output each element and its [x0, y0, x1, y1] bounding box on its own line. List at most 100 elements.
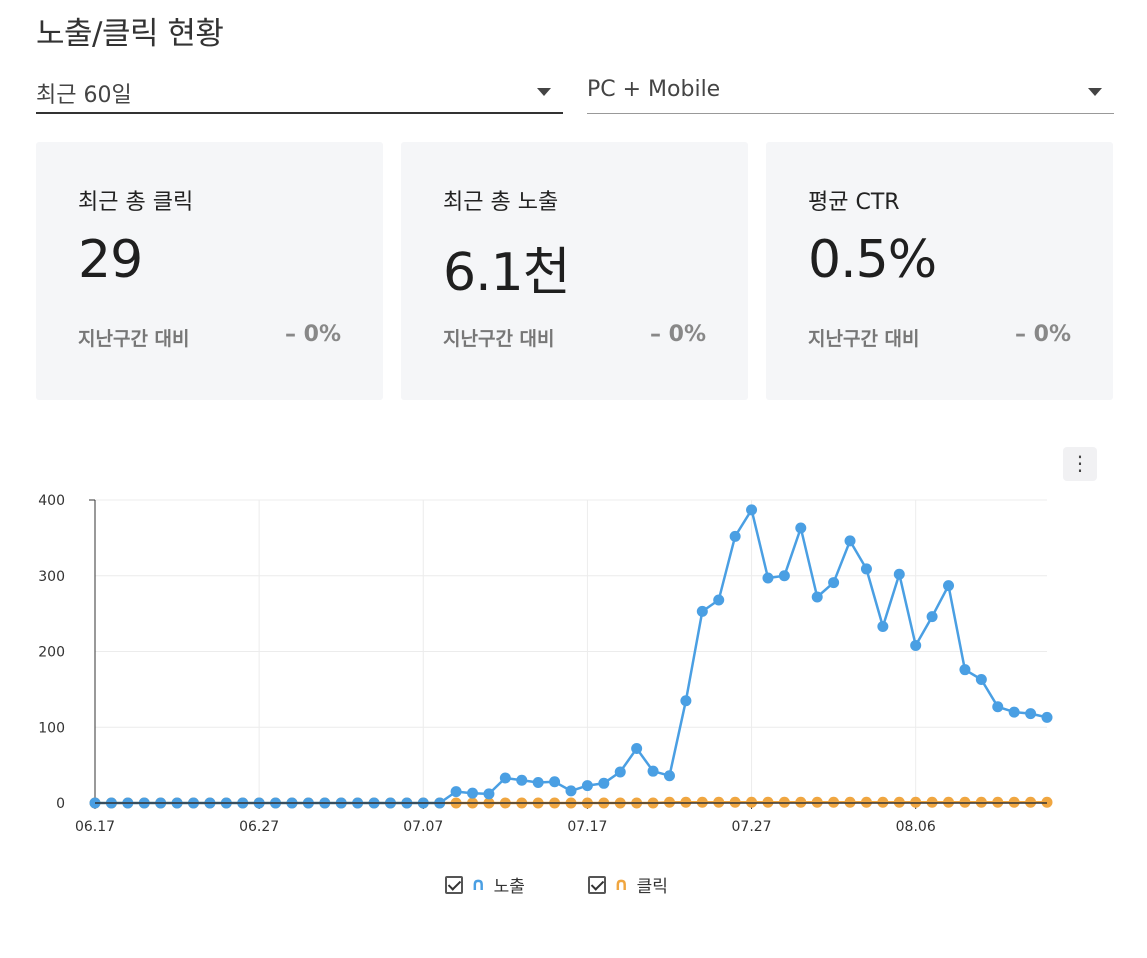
y-tick-label: 100 — [38, 720, 65, 736]
data-point — [729, 796, 741, 808]
data-point — [532, 777, 544, 789]
data-point — [975, 796, 987, 808]
data-point — [516, 774, 528, 786]
data-point — [778, 570, 790, 582]
data-point — [729, 530, 741, 542]
card-delta: – 0% — [284, 322, 341, 347]
legend-item-clicks[interactable]: ∩ 클릭 — [588, 872, 668, 897]
data-point — [696, 796, 708, 808]
data-point — [680, 695, 692, 707]
card-value: 0.5% — [808, 230, 937, 290]
data-point — [844, 796, 856, 808]
data-point — [959, 796, 971, 808]
more-vertical-icon: ⋮ — [1070, 451, 1090, 475]
y-tick-label: 400 — [38, 493, 65, 509]
card-compare-label: 지난구간 대비 — [808, 328, 920, 350]
data-point — [943, 796, 955, 808]
data-point — [549, 776, 561, 788]
data-point — [663, 796, 675, 808]
data-point — [910, 796, 922, 808]
data-point — [1041, 796, 1053, 808]
data-point — [893, 796, 905, 808]
card-value: 29 — [78, 230, 143, 290]
data-point — [762, 572, 774, 584]
data-point — [877, 796, 889, 808]
data-point — [467, 787, 479, 799]
checkbox-checked-icon[interactable] — [588, 875, 606, 894]
data-point — [631, 742, 643, 754]
chart-menu-button[interactable]: ⋮ — [1063, 447, 1097, 481]
data-point — [581, 780, 593, 792]
card-label: 최근 총 노출 — [443, 190, 559, 215]
device-select[interactable]: PC + Mobile — [587, 68, 1114, 114]
data-point — [598, 777, 610, 789]
caret-down-icon — [1088, 88, 1102, 96]
data-point — [663, 770, 675, 782]
legend-item-impressions[interactable]: ∩ 노출 — [445, 872, 525, 897]
data-point — [778, 796, 790, 808]
device-select-value: PC + Mobile — [587, 77, 721, 102]
legend-label: 노출 — [493, 877, 525, 897]
data-point — [713, 594, 725, 606]
total-impressions-card: 최근 총 노출 6.1천 지난구간 대비 – 0% — [401, 142, 748, 400]
card-delta: – 0% — [649, 322, 706, 347]
impressions-clicks-chart: 0 100 200 300 400 06.17 06.27 07.07 07.17 07.27 08… — [38, 493, 1053, 835]
card-compare-label: 지난구간 대비 — [78, 328, 190, 350]
average-ctr-card: 평균 CTR 0.5% 지난구간 대비 – 0% — [766, 142, 1113, 400]
data-point — [828, 796, 840, 808]
data-point — [483, 788, 495, 800]
data-point — [499, 772, 511, 784]
data-point — [844, 535, 856, 547]
data-point — [926, 611, 938, 623]
card-value: 6.1천 — [443, 243, 571, 303]
data-point — [811, 796, 823, 808]
data-point — [762, 796, 774, 808]
y-tick-label: 200 — [38, 645, 65, 661]
caret-down-icon — [537, 88, 551, 96]
data-point — [1025, 796, 1037, 808]
data-point — [811, 591, 823, 603]
data-point — [1008, 706, 1020, 718]
x-tick-label: 08.06 — [896, 819, 936, 835]
total-clicks-card: 최근 총 클릭 29 지난구간 대비 – 0% — [36, 142, 383, 400]
data-point — [795, 522, 807, 534]
data-point — [893, 568, 905, 580]
data-point — [795, 796, 807, 808]
y-tick-label: 300 — [38, 569, 65, 585]
data-point — [877, 621, 889, 633]
line-series-icon: ∩ — [614, 874, 629, 895]
data-point — [713, 796, 725, 808]
card-compare-label: 지난구간 대비 — [443, 328, 555, 350]
y-tick-label: 0 — [56, 796, 65, 812]
period-select[interactable]: 최근 60일 — [36, 68, 563, 114]
data-point — [680, 796, 692, 808]
legend-label: 클릭 — [636, 877, 668, 897]
data-point — [828, 577, 840, 589]
data-point — [926, 796, 938, 808]
line-series-icon: ∩ — [471, 874, 486, 895]
x-tick-label: 07.27 — [732, 819, 772, 835]
card-label: 평균 CTR — [808, 190, 900, 215]
data-point — [910, 639, 922, 651]
series-line-impressions — [95, 508, 1048, 805]
data-point — [1025, 708, 1037, 720]
data-point — [1041, 711, 1053, 723]
data-point — [959, 664, 971, 676]
data-point — [992, 796, 1004, 808]
data-point — [992, 701, 1004, 713]
x-tick-label: 07.07 — [403, 819, 443, 835]
period-select-value: 최근 60일 — [36, 83, 132, 108]
checkbox-checked-icon[interactable] — [445, 875, 463, 894]
x-tick-label: 07.17 — [567, 819, 607, 835]
data-point — [746, 504, 758, 516]
data-point — [450, 786, 462, 798]
data-point — [565, 785, 577, 797]
x-tick-label: 06.17 — [75, 819, 115, 835]
x-tick-label: 06.27 — [239, 819, 279, 835]
data-point — [1008, 796, 1020, 808]
card-delta: – 0% — [1014, 322, 1071, 347]
card-label: 최근 총 클릭 — [78, 190, 194, 215]
data-point — [975, 674, 987, 686]
data-point — [614, 766, 626, 778]
data-point — [746, 796, 758, 808]
